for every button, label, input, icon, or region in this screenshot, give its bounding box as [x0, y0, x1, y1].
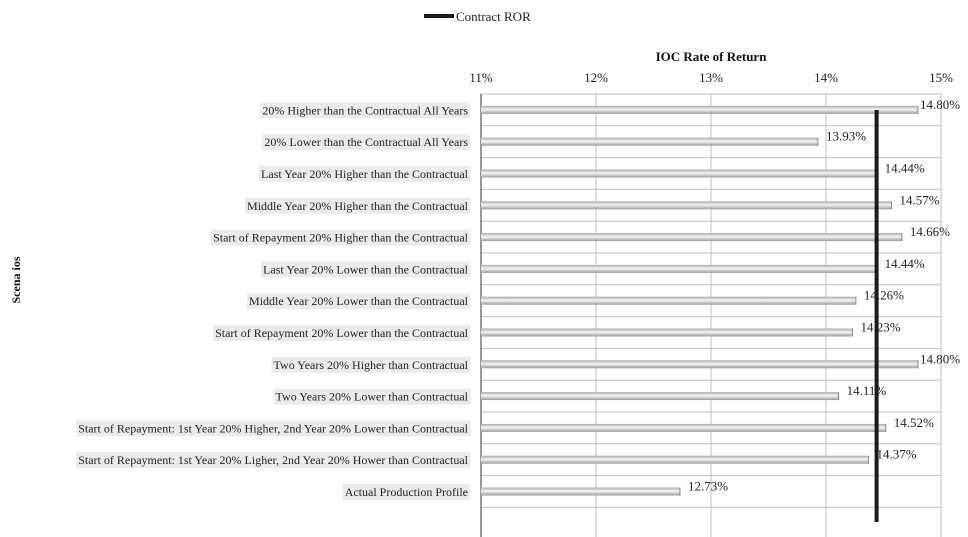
category-label-background: [245, 197, 471, 214]
category-label: Last Year 20% Lower than the Contractual: [263, 262, 469, 276]
y-axis-title: Scena ios: [9, 256, 23, 303]
bar: [481, 233, 902, 242]
category-label-background: [76, 452, 471, 469]
x-tick-label: 12%: [584, 70, 608, 85]
category-label: Two Years 20% Higher than Contractual: [274, 358, 469, 372]
category-label-background: [262, 134, 471, 151]
category-label: Start of Repayment: 1st Year 20% Higher,…: [78, 421, 468, 435]
grid: [480, 93, 942, 537]
bar: [481, 487, 680, 496]
bar: [481, 201, 892, 210]
value-labels: 14.80% 13.93% 14.44% 14.57% 14.66% 14.44% 14.2…: [688, 97, 960, 494]
value-label: 13.93%: [826, 129, 866, 144]
value-label: 14.80%: [920, 351, 960, 366]
legend-label-contract-ror: Contract ROR: [456, 9, 531, 24]
legend: Contract ROR: [424, 9, 531, 24]
bar: [481, 392, 839, 401]
category-label: Start of Repayment 20% Lower than the Co…: [215, 326, 469, 340]
category-label: Last Year 20% Higher than the Contractua…: [261, 167, 469, 181]
bars: [481, 105, 919, 496]
x-tick-label: 15%: [929, 70, 953, 85]
value-label: 14.23%: [860, 320, 900, 335]
value-label: 12.73%: [688, 479, 728, 494]
category-label-background: [261, 261, 471, 278]
value-label: 14.11%: [847, 383, 887, 398]
bar: [481, 360, 918, 369]
bar: [481, 264, 877, 273]
category-label: Middle Year 20% Lower than the Contractu…: [249, 294, 469, 308]
x-tick-label: 13%: [699, 70, 723, 85]
category-label-background: [247, 293, 471, 310]
value-label: 14.44%: [885, 161, 925, 176]
category-label-background: [273, 388, 471, 405]
category-label-background: [76, 420, 471, 437]
x-axis-ticks: 11% 12% 13% 14% 15%: [469, 70, 953, 85]
value-label: 14.66%: [910, 224, 950, 239]
category-label: Two Years 20% Lower than Contractual: [276, 390, 469, 404]
bar: [481, 296, 856, 305]
category-label: 20% Higher than the Contractual All Year…: [262, 103, 468, 117]
bar: [481, 328, 853, 337]
bar: [481, 105, 918, 114]
category-label: Start of Repayment 20% Higher than the C…: [213, 231, 469, 245]
bar: [481, 169, 877, 178]
category-label-background: [259, 166, 471, 182]
value-label: 14.57%: [900, 192, 940, 207]
value-label: 14.44%: [885, 256, 925, 271]
bar: [481, 423, 886, 432]
category-label-background: [213, 325, 471, 341]
value-label: 14.37%: [877, 447, 917, 462]
category-label-background: [271, 356, 471, 373]
bar: [481, 455, 869, 464]
category-label: Actual Production Profile: [345, 485, 468, 499]
category-label-background: [211, 229, 471, 246]
category-label: Middle Year 20% Higher than the Contract…: [247, 199, 469, 213]
category-label-background: [342, 484, 470, 500]
category-label-background: [260, 102, 471, 119]
category-label: 20% Lower than the Contractual All Years: [264, 135, 468, 149]
bar: [481, 137, 818, 146]
value-label: 14.26%: [864, 288, 904, 303]
value-label: 14.80%: [920, 97, 960, 112]
category-label: Start of Repayment: 1st Year 20% Ligher,…: [78, 453, 468, 467]
x-tick-label: 11%: [469, 70, 493, 85]
chart-title: IOC Rate of Return: [656, 49, 768, 64]
x-tick-label: 14%: [814, 70, 838, 85]
category-labels: 20% Higher than the Contractual All Year…: [76, 102, 471, 500]
value-label: 14.52%: [894, 415, 934, 430]
